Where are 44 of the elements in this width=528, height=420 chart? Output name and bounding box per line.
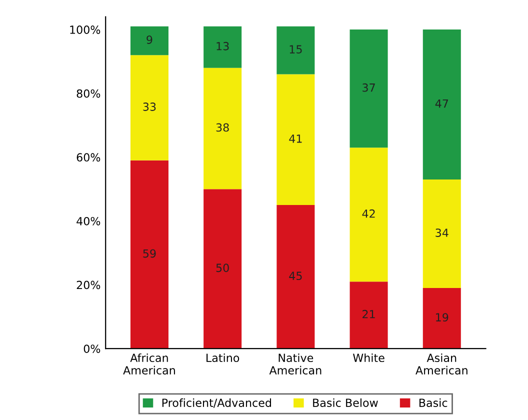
bar [422,288,461,349]
bar [204,189,242,349]
bar [130,55,168,160]
data-label: 19 [436,313,448,322]
bar [276,26,315,74]
legend-label: Basic Below [313,398,378,408]
y-tick-label: 100% [70,26,100,34]
data-label: 15 [290,45,302,54]
bar [276,74,315,206]
x-tick-label: Asian American [416,353,468,375]
legend-label: Basic [419,398,448,408]
data-label: 45 [289,272,302,280]
x-tick-label: White [353,353,384,362]
x-tick-label: African American [123,353,175,375]
bar [350,30,388,148]
x-tick-label: Native American [269,353,322,375]
x-tick-label: Latino [206,353,240,362]
data-label: 37 [362,83,375,92]
bar [204,26,242,68]
data-label: 9 [146,36,152,44]
bar [130,26,168,56]
data-label: 59 [143,249,156,258]
bar [204,68,242,190]
y-tick-label: 20% [76,280,100,290]
legend-label: Proficient/Advanced [162,398,271,408]
data-label: 42 [362,209,375,218]
y-tick-label: 0% [84,344,100,353]
data-label: 21 [362,310,375,318]
data-label: 41 [289,134,302,143]
data-label: 34 [436,228,448,237]
bar [350,282,388,349]
data-label: 38 [216,123,229,132]
data-label: 50 [216,264,229,272]
bar [276,205,315,349]
data-label: 47 [435,100,448,108]
y-tick-label: 60% [76,153,100,162]
data-label: 33 [143,102,156,111]
bar [130,160,168,349]
y-tick-label: 40% [76,216,100,226]
data-label: 13 [216,42,229,50]
bar [350,148,388,282]
y-tick-label: 80% [76,89,100,98]
bar [422,180,461,288]
bar [422,30,461,180]
